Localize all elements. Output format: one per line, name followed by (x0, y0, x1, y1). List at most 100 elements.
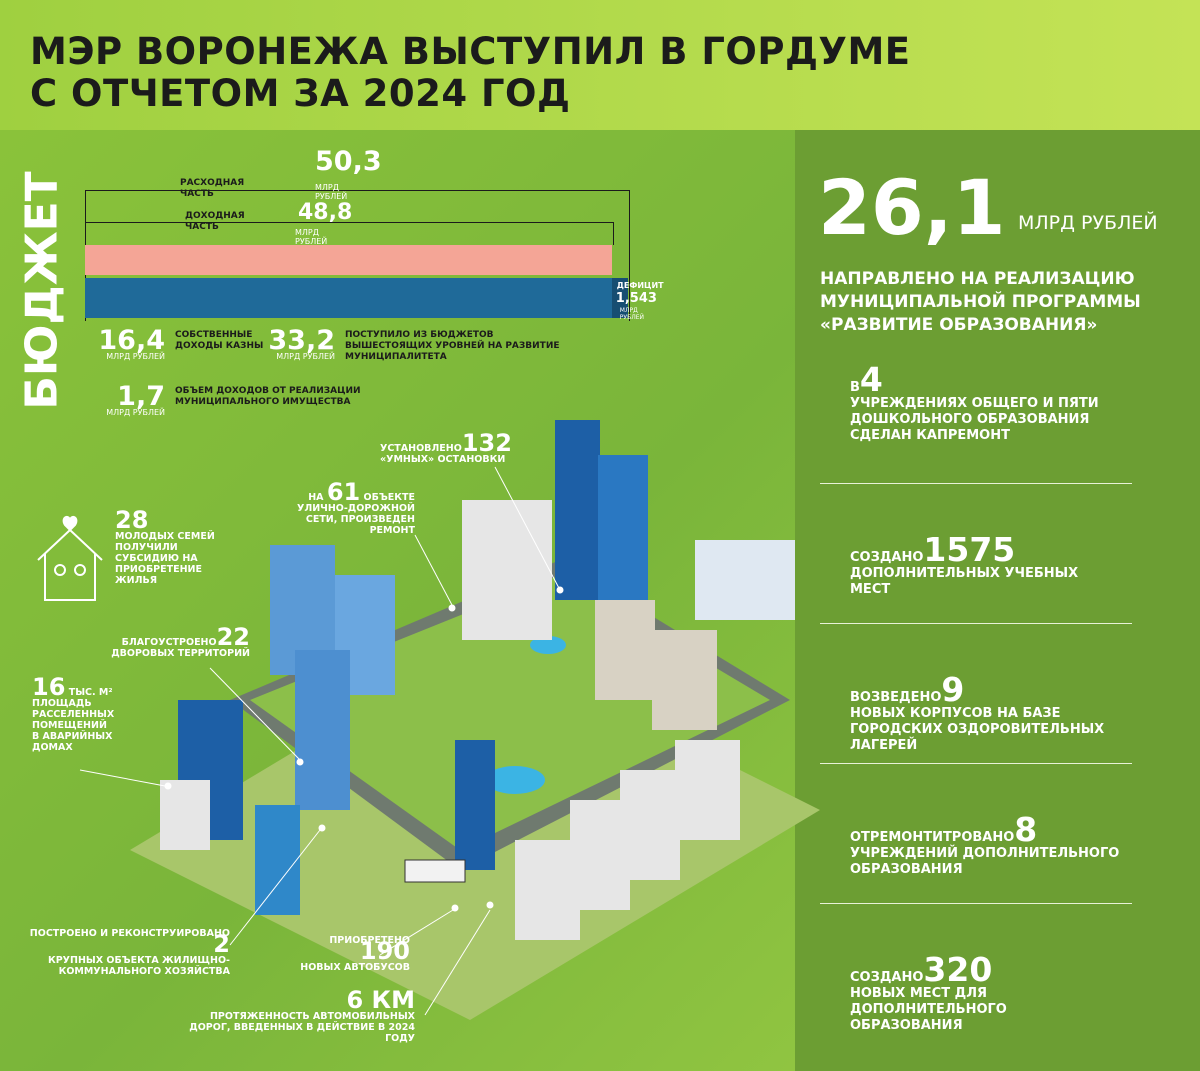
item-text: СОБСТВЕННЫЕ ДОХОДЫ КАЗНЫ (175, 330, 264, 351)
number: 28 (115, 506, 149, 534)
building (255, 805, 300, 915)
item-text: ПОСТУПИЛО ИЗ БЮДЖЕТОВ ВЫШЕСТОЯЩИХ УРОВНЕ… (345, 330, 560, 362)
title: МЭР ВОРОНЕЖА ВЫСТУПИЛ В ГОРДУМЕ (30, 30, 911, 73)
bar (85, 245, 612, 275)
number: 61 (326, 478, 361, 506)
value: 50,3 (315, 146, 382, 177)
pool (530, 636, 566, 654)
deficit-value: 1,543 (615, 291, 657, 306)
deficit-unit: МЛРД РУБЛЕЙ (619, 307, 644, 321)
text: ДВОРОВЫХ ТЕРРИТОРИЙ (111, 648, 250, 659)
building (695, 540, 795, 620)
unit: МЛРД РУБЛЕЙ (315, 183, 348, 201)
building (455, 740, 495, 870)
building (620, 770, 680, 880)
deficit-caption: ДЕФИЦИТ (616, 281, 664, 290)
item-head: СОЗДАНО320 (850, 953, 1150, 986)
callout: УСТАНОВЛЕНО132 «УМНЫХ» ОСТАНОВКИ (380, 431, 512, 465)
number: 6 КМ (346, 986, 415, 1014)
unit: МЛРД РУБЛЕЙ (295, 228, 328, 246)
text: МОЛОДЫХ СЕМЕЙ ПОЛУЧИЛИ СУБСИДИЮ НА ПРИОБ… (115, 531, 215, 586)
text: НОВЫХ АВТОБУСОВ (300, 962, 410, 973)
callout: НА 61 ОБЪЕКТЕ УЛИЧНО-ДОРОЖНОЙ СЕТИ, ПРОИ… (265, 480, 415, 536)
item-prefix: В (850, 380, 860, 395)
education-item: ВОЗВЕДЕНО9 НОВЫХ КОРПУСОВ НА БАЗЕ ГОРОДСК… (850, 673, 1150, 754)
education-text: НАПРАВЛЕНО НА РЕАЛИЗАЦИЮ МУНИЦИПАЛЬНОЙ П… (820, 269, 1141, 335)
bar (85, 278, 628, 318)
item-prefix: ОТРЕМОНТИТРОВАНО (850, 830, 1015, 845)
item-unit: МЛРД РУБЛЕЙ (106, 352, 165, 361)
item-number: 8 (1014, 810, 1038, 849)
building (462, 500, 552, 640)
callout: БЛАГОУСТРОЕНО22 ДВОРОВЫХ ТЕРРИТОРИЙ (100, 625, 250, 659)
header (0, 0, 1200, 130)
caption: РАСХОДНАЯ ЧАСТЬ (180, 178, 245, 199)
separator (820, 763, 1132, 764)
item-prefix: СОЗДАНО (850, 550, 924, 565)
item-text: ДОПОЛНИТЕЛЬНЫХ УЧЕБНЫХ МЕСТ (850, 566, 1079, 597)
item-prefix: СОЗДАНО (850, 970, 924, 985)
separator (820, 903, 1132, 904)
building (595, 600, 655, 700)
building (160, 780, 210, 850)
text: КРУПНЫХ ОБЪЕКТА ЖИЛИЩНО-КОММУНАЛЬНОГО ХО… (47, 955, 230, 977)
leader-lines (79, 466, 564, 1016)
item-number: 9 (941, 670, 965, 709)
text: «УМНЫХ» ОСТАНОВКИ (380, 454, 506, 465)
item-text: ОБЪЕМ ДОХОДОВ ОТ РЕАЛИЗАЦИИ МУНИЦИПАЛЬНО… (175, 386, 361, 407)
separator (820, 623, 1132, 624)
title: С ОТЧЕТОМ ЗА 2024 ГОД (30, 72, 571, 115)
education-item: СОЗДАНО320 НОВЫХ МЕСТ ДЛЯ ДОПОЛНИТЕЛЬНОГО… (850, 953, 1150, 1034)
item-number: 1,7 (117, 381, 165, 412)
bus (404, 859, 466, 883)
item-number: 16,4 (98, 325, 165, 356)
item-text: УЧРЕЖДЕНИЙ ДОПОЛНИТЕЛЬНОГО ОБРАЗОВАНИЯ (850, 846, 1120, 877)
education-item: ОТРЕМОНТИТРОВАНО8 УЧРЕЖДЕНИЙ ДОПОЛНИТЕЛЬН… (850, 813, 1150, 878)
item-head: ВОЗВЕДЕНО9 (850, 673, 1150, 706)
prefix: НА (308, 492, 324, 503)
callout: ПРИОБРЕТЕНО 190 НОВЫХ АВТОБУСОВ (280, 935, 410, 973)
education-item: В4 УЧРЕЖДЕНИЯХ ОБЩЕГО И ПЯТИ ДОШКОЛЬНОГО … (850, 363, 1150, 444)
item-text: НОВЫХ МЕСТ ДЛЯ ДОПОЛНИТЕЛЬНОГО ОБРАЗОВАН… (850, 986, 1007, 1033)
number: 2 (213, 930, 230, 958)
education-item: СОЗДАНО1575 ДОПОЛНИТЕЛЬНЫХ УЧЕБНЫХ МЕСТ (850, 533, 1150, 598)
building (652, 630, 717, 730)
number: 132 (461, 429, 512, 457)
unit: ТЫС. М² (68, 687, 113, 698)
education-panel (795, 130, 1200, 1071)
building (555, 420, 600, 600)
text: ПЛОЩАДЬ РАССЕЛЕННЫХ ПОМЕЩЕНИЙ В АВАРИЙНЫ… (32, 698, 115, 753)
callout: 28 МОЛОДЫХ СЕМЕЙ ПОЛУЧИЛИ СУБСИДИЮ НА ПРИ… (115, 508, 215, 586)
prefix: УСТАНОВЛЕНО (380, 443, 462, 454)
number: 16 (32, 673, 66, 701)
callout: ПОСТРОЕНО И РЕКОНСТРУИРОВАНО 2 КРУПНЫХ ОБ… (15, 928, 230, 977)
callout: 6 КМ ПРОТЯЖЕННОСТЬ АВТОМОБИЛЬНЫХ ДОРОГ, В… (175, 988, 415, 1044)
building (515, 840, 580, 940)
budget-label: БЮДЖЕТ (16, 171, 68, 410)
building (598, 455, 648, 605)
item-text: НОВЫХ КОРПУСОВ НА БАЗЕ ГОРОДСКИХ ОЗДОРОВ… (850, 706, 1105, 753)
item-head: В4 (850, 363, 1150, 396)
caption: ДОХОДНАЯ ЧАСТЬ (185, 211, 245, 232)
budget-label-box: БЮДЖЕТ (12, 155, 72, 415)
item-head: СОЗДАНО1575 (850, 533, 1150, 566)
item-unit: МЛРД РУБЛЕЙ (276, 352, 335, 361)
bracket (85, 222, 614, 245)
item-text: УЧРЕЖДЕНИЯХ ОБЩЕГО И ПЯТИ ДОШКОЛЬНОГО ОБ… (850, 396, 1099, 443)
value: 48,8 (298, 200, 353, 225)
item-number: 1575 (923, 530, 1016, 569)
building (295, 650, 350, 810)
item-number: 320 (923, 950, 993, 989)
item-head: ОТРЕМОНТИТРОВАНО8 (850, 813, 1150, 846)
deficit-box (611, 278, 629, 318)
item-prefix: ВОЗВЕДЕНО (850, 690, 942, 705)
education-unit: МЛРД РУБЛЕЙ (1018, 212, 1158, 234)
callout: 16 ТЫС. М² ПЛОЩАДЬ РАССЕЛЕННЫХ ПОМЕЩЕНИЙ … (32, 675, 117, 753)
house-icon (37, 515, 103, 601)
item-unit: МЛРД РУБЛЕЙ (106, 408, 165, 417)
separator (820, 483, 1132, 484)
item-number: 33,2 (268, 325, 335, 356)
text: ОБЪЕКТЕ УЛИЧНО-ДОРОЖНОЙ СЕТИ, ПРОИЗВЕДЕН… (297, 492, 415, 536)
